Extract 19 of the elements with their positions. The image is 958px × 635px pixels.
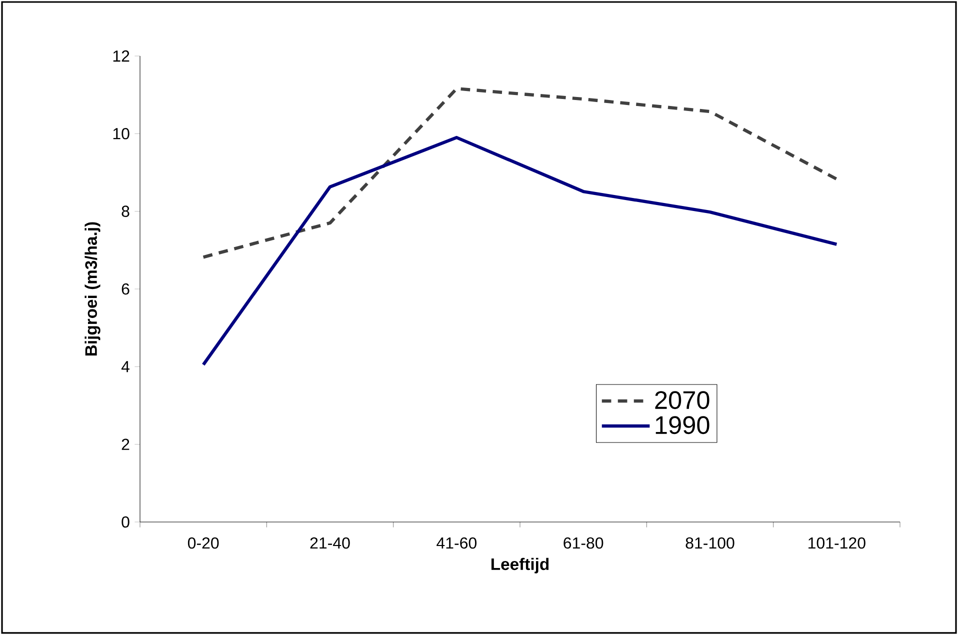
x-tick-label: 101-120 (808, 537, 866, 549)
x-tick-label: 0-20 (188, 537, 219, 549)
x-tick-label: 41-60 (436, 537, 477, 549)
x-axis-title: Leeftijd (491, 558, 549, 574)
line-series (202, 87, 838, 259)
y-axis-title: Bijgroei (m3/ha.j) (84, 222, 100, 356)
x-tick-label: 21-40 (310, 537, 350, 549)
y-tick-label: 2 (122, 438, 130, 450)
y-tick-label: 8 (122, 206, 130, 217)
y-tick-label: 6 (122, 283, 130, 295)
x-tick-label: 61-80 (564, 537, 604, 549)
line-series (202, 136, 838, 366)
x-tick-label: 81-100 (686, 537, 734, 549)
legend-label: 1990 (656, 416, 710, 434)
legend-label: 2070 (655, 391, 710, 410)
y-tick-label: 4 (121, 361, 130, 372)
y-tick-label: 12 (113, 50, 130, 62)
y-tick-label: 10 (113, 128, 130, 140)
y-tick-label: 0 (122, 516, 130, 528)
